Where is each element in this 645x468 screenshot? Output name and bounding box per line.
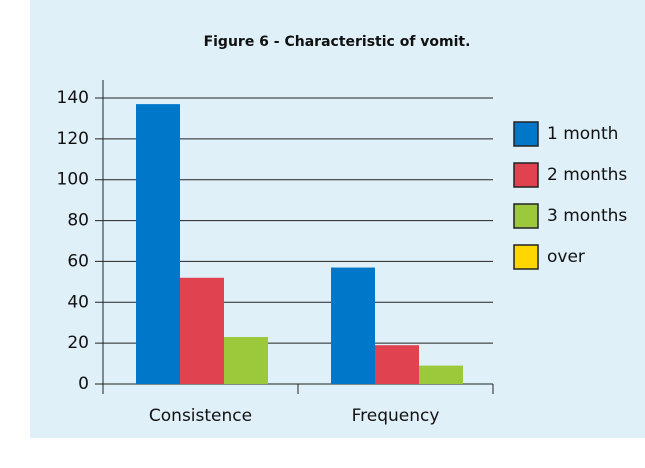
legend-swatch: [513, 162, 539, 188]
legend-label: 3 months: [547, 206, 627, 226]
y-tick-label: 40: [67, 292, 89, 312]
y-tick-label: 100: [57, 170, 89, 190]
chart-title: Figure 6 - Characteristic of vomit.: [204, 34, 471, 50]
y-tick-label: 0: [78, 374, 89, 394]
bar: [419, 365, 463, 384]
bar: [224, 337, 268, 384]
bar: [136, 104, 180, 384]
legend-label: over: [547, 247, 585, 267]
x-tick-label: Frequency: [352, 406, 440, 426]
y-tick-label: 20: [67, 333, 89, 353]
legend-swatch: [513, 244, 539, 270]
y-tick-label: 60: [67, 251, 89, 271]
legend-swatch: [513, 121, 539, 147]
x-tick-label: Consistence: [149, 406, 252, 426]
bar: [180, 277, 224, 384]
legend-swatch: [513, 203, 539, 229]
y-tick-label: 80: [67, 211, 89, 231]
bar: [331, 267, 375, 384]
legend-label: 1 month: [547, 124, 618, 144]
bar: [375, 345, 419, 384]
legend-label: 2 months: [547, 165, 627, 185]
y-tick-label: 120: [57, 129, 89, 149]
y-tick-label: 140: [57, 88, 89, 108]
